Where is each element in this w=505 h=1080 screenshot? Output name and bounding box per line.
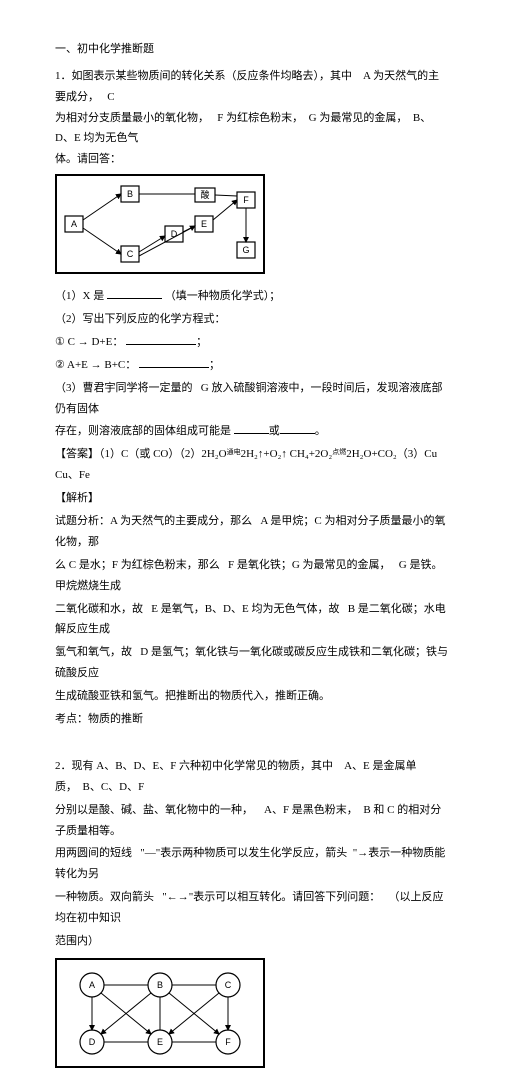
svg-text:C: C — [225, 980, 232, 990]
eq1-tail: ； — [196, 336, 207, 348]
question-1: 1．如图表示某些物质间的转化关系（反应条件均略去），其中 A 为天然气的主要成分… — [55, 66, 450, 108]
q2-t4: 一种物质。双向箭头 — [55, 891, 154, 903]
q2-t1: 现有 A、B、D、E、F 六种初中化学常见的物质，其中 — [72, 760, 334, 772]
an-p4a: 氢气和氧气，故 — [55, 646, 132, 658]
an-p2: 么 C 是水；F 为红棕色粉末，那么 F 是氧化铁；G 为最常见的金属， G 是… — [55, 555, 450, 597]
svg-text:E: E — [201, 219, 207, 229]
q1-eq1: ① C → D+E： ； — [55, 332, 450, 353]
q2-l2: 分别以是酸、碱、盐、氧化物中的一种， A、F 是黑色粉末， B 和 C 的相对分… — [55, 800, 450, 842]
q1-f: F 为红棕色粉末， — [217, 112, 303, 124]
q1-t2: 为相对分支质量最小的氧化物， — [55, 112, 209, 124]
ans-eq2a: CH₄+2O₂ — [290, 448, 333, 460]
svg-text:A: A — [71, 219, 77, 229]
q1-g: G 为最常见的金属， — [309, 112, 408, 124]
cond2: 点燃 — [332, 448, 346, 456]
answer-line: 【答案】（1）C（或 CO）（2）2H₂O通电2H₂↑+O₂↑ CH₄+2O₂点… — [55, 444, 450, 486]
an-p2a: 么 C 是水；F 为红棕色粉末，那么 — [55, 559, 220, 571]
blank-s2 — [280, 423, 315, 434]
q2-t1c: B、C、D、F — [83, 781, 145, 793]
q2-num: 2． — [55, 760, 72, 772]
answer-text: （1）C（或 CO）（2）2H₂O — [99, 448, 227, 460]
blank-eq1 — [126, 334, 196, 345]
sub3-l2: 存在，则溶液底部的固体组成可能是 — [55, 425, 231, 437]
q2-l4: 一种物质。双向箭头 "←→"表示可以相互转化。请回答下列问题： （以上反应均在初… — [55, 887, 450, 929]
an-p4: 氢气和氧气，故 D 是氢气；氧化铁与一氧化碳或碳反应生成铁和二氧化碳；铁与硫酸反… — [55, 642, 450, 684]
svg-text:C: C — [127, 249, 134, 259]
q1-sub1-tail: （填一种物质化学式）； — [165, 290, 281, 302]
q1-eq2: ② A+E → B+C： ； — [55, 355, 450, 376]
an-p2b: F 是氧化铁；G 为最常见的金属， — [228, 559, 391, 571]
diagram-2: A B C D E F — [55, 958, 265, 1068]
q1-line3: 体。请回答： — [55, 149, 450, 170]
q1-c: C — [107, 91, 114, 103]
eq2-label: ② A+E → B+C： — [55, 359, 136, 371]
svg-text:B: B — [127, 189, 133, 199]
q1-num: 1． — [55, 70, 72, 82]
cond1: 通电 — [227, 448, 241, 456]
svg-text:A: A — [89, 980, 95, 990]
eq2-tail: ； — [209, 359, 220, 371]
sub3-p: 。 — [315, 425, 326, 437]
q1-sub3-l2: 存在，则溶液底部的固体组成可能是 或 。 — [55, 421, 450, 442]
svg-text:F: F — [225, 1037, 231, 1047]
q1-sub2: （2）写出下列反应的化学方程式： — [55, 309, 450, 330]
q1-sub1-label: （1）X 是 — [55, 290, 104, 302]
q1-line2: 为相对分支质量最小的氧化物， F 为红棕色粉末， G 为最常见的金属， B、D、… — [55, 108, 450, 150]
an-p3: 二氧化碳和水，故 E 是氧气，B、D、E 均为无色气体，故 B 是二氧化碳；水电… — [55, 599, 450, 641]
q2-t2: 分别以是酸、碱、盐、氧化物中的一种， — [55, 804, 253, 816]
answer-label: 【答案】 — [55, 448, 99, 460]
analysis-label: 【解析】 — [55, 488, 450, 509]
blank-eq2 — [139, 357, 209, 368]
q1-t1: 如图表示某些物质间的转化关系（反应条件均略去），其中 — [72, 70, 353, 82]
an-p1a: 试题分析：A 为天然气的主要成分，那么 — [55, 515, 252, 527]
blank-s1 — [234, 423, 269, 434]
an-p3a: 二氧化碳和水，故 — [55, 603, 143, 615]
svg-text:F: F — [243, 195, 249, 205]
q2-l5: 范围内） — [55, 931, 450, 952]
blank-x — [107, 288, 162, 299]
eq1-label: ① C → D+E： — [55, 336, 123, 348]
svg-text:D: D — [89, 1037, 96, 1047]
svg-text:B: B — [157, 980, 163, 990]
q1-sub1: （1）X 是 （填一种物质化学式）； — [55, 286, 450, 307]
q2-t3b: "—"表示两种物质可以发生化学反应，箭头 — [140, 847, 347, 859]
q2-t3: 用两圆间的短线 — [55, 847, 132, 859]
an-p5: 生成硫酸亚铁和氢气。把推断出的物质代入，推断正确。 — [55, 686, 450, 707]
ans-eq1: 2H₂↑+O₂↑ — [241, 448, 287, 460]
q2-l3: 用两圆间的短线 "—"表示两种物质可以发生化学反应，箭头 "→表示一种物质能转化… — [55, 843, 450, 885]
question-2: 2．现有 A、B、D、E、F 六种初中化学常见的物质，其中 A、E 是金属单质，… — [55, 756, 450, 1080]
an-p3b: E 是氧气，B、D、E 均为无色气体，故 — [151, 603, 339, 615]
q1-sub3: （3）曹君宇同学将一定量的 G 放入硫酸铜溶液中，一段时间后，发现溶液底部仍有固… — [55, 378, 450, 420]
q2-l1: 2．现有 A、B、D、E、F 六种初中化学常见的物质，其中 A、E 是金属单质，… — [55, 756, 450, 798]
diagram-1: A B C D E F G 酸 — [55, 174, 265, 274]
sub3-or: 或 — [269, 425, 280, 437]
svg-text:G: G — [242, 245, 249, 255]
q2-t4b: "←→"表示可以相互转化。请回答下列问题： — [162, 891, 380, 903]
q2-t2b: A、F 是黑色粉末， — [264, 804, 358, 816]
sub3-label: （3）曹君宇同学将一定量的 — [55, 382, 193, 394]
svg-text:E: E — [157, 1037, 163, 1047]
section-title: 一、初中化学推断题 — [55, 40, 450, 60]
an-p6: 考点：物质的推断 — [55, 709, 450, 730]
svg-text:酸: 酸 — [200, 190, 209, 200]
an-p1: 试题分析：A 为天然气的主要成分，那么 A 是甲烷；C 为相对分子质量最小的氧化… — [55, 511, 450, 553]
